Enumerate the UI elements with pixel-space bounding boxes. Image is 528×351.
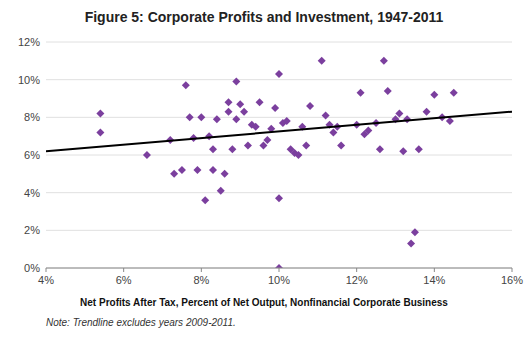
scatter-point — [178, 166, 186, 174]
x-tick — [356, 268, 357, 272]
scatter-point — [263, 136, 271, 144]
scatter-point — [209, 166, 217, 174]
x-tick-label: 14% — [423, 274, 445, 286]
scatter-point — [423, 108, 431, 116]
y-tick-label: 0% — [24, 262, 40, 274]
scatter-point — [337, 142, 345, 150]
x-tick — [201, 268, 202, 272]
scatter-point — [186, 113, 194, 121]
x-tick — [279, 268, 280, 272]
grid-line — [46, 192, 512, 193]
scatter-point — [430, 91, 438, 99]
x-tick-label: 6% — [116, 274, 132, 286]
scatter-point — [380, 57, 388, 65]
scatter-point — [275, 70, 283, 78]
grid-line — [46, 42, 512, 43]
scatter-point — [213, 115, 221, 123]
y-tick-label: 10% — [18, 74, 40, 86]
scatter-point — [240, 108, 248, 116]
scatter-point — [399, 147, 407, 155]
scatter-point — [384, 87, 392, 95]
scatter-point — [357, 89, 365, 97]
scatter-point — [96, 128, 104, 136]
x-tick-label: 4% — [38, 274, 54, 286]
scatter-point — [232, 115, 240, 123]
scatter-point — [395, 110, 403, 118]
scatter-point — [403, 115, 411, 123]
scatter-point — [244, 142, 252, 150]
scatter-point — [225, 98, 233, 106]
scatter-point — [236, 100, 244, 108]
y-tick-label: 2% — [24, 224, 40, 236]
scatter-point — [415, 145, 423, 153]
scatter-point — [225, 108, 233, 116]
scatter-point — [364, 127, 372, 135]
scatter-point — [170, 170, 178, 178]
x-tick — [512, 268, 513, 272]
grid-line — [46, 230, 512, 231]
x-tick-label: 12% — [346, 274, 368, 286]
scatter-point — [322, 111, 330, 119]
scatter-point — [271, 104, 279, 112]
chart: Figure 5: Corporate Profits and Investme… — [0, 0, 528, 351]
scatter-point — [217, 187, 225, 195]
scatter-point — [302, 142, 310, 150]
grid-line — [46, 155, 512, 156]
annotation: Note: Trendline excludes years 2009-2011… — [46, 317, 236, 328]
y-tick-label: 8% — [24, 111, 40, 123]
scatter-point — [193, 166, 201, 174]
x-axis-label: Net Profits After Tax, Percent of Net Ou… — [80, 297, 448, 308]
y-tick-label: 4% — [24, 187, 40, 199]
scatter-point — [96, 110, 104, 118]
plot-area — [46, 57, 512, 268]
scatter-point — [252, 123, 260, 131]
x-tick — [46, 268, 47, 272]
scatter-point — [232, 78, 240, 86]
x-axis: 4% 6% 8% 10% 12% 14% 16% — [38, 268, 523, 286]
scatter-point — [143, 151, 151, 159]
scatter-point — [197, 113, 205, 121]
scatter-point — [228, 145, 236, 153]
scatter-point — [221, 170, 229, 178]
x-tick — [123, 268, 124, 272]
title: Figure 5: Corporate Profits and Investme… — [85, 9, 444, 25]
scatter-point — [201, 196, 209, 204]
scatter-point — [318, 57, 326, 65]
scatter-point — [411, 228, 419, 236]
scatter-point — [275, 194, 283, 202]
scatter-point — [306, 102, 314, 110]
scatter-point — [256, 98, 264, 106]
scatter-point — [450, 89, 458, 97]
scatter-point — [275, 264, 283, 268]
grid — [46, 42, 512, 268]
scatter-point — [283, 117, 291, 125]
scatter-point — [294, 151, 302, 159]
x-tick-label: 8% — [193, 274, 209, 286]
x-tick-label: 16% — [501, 274, 523, 286]
scatter-point — [209, 145, 217, 153]
scatter-point — [376, 145, 384, 153]
scatter-point — [446, 117, 454, 125]
trendline — [46, 112, 512, 152]
scatter-point — [182, 81, 190, 89]
x-tick-label: 10% — [268, 274, 290, 286]
scatter-point — [407, 240, 415, 248]
y-tick-label: 6% — [24, 149, 40, 161]
y-tick-label: 12% — [18, 36, 40, 48]
x-tick — [434, 268, 435, 272]
grid-line — [46, 79, 512, 80]
